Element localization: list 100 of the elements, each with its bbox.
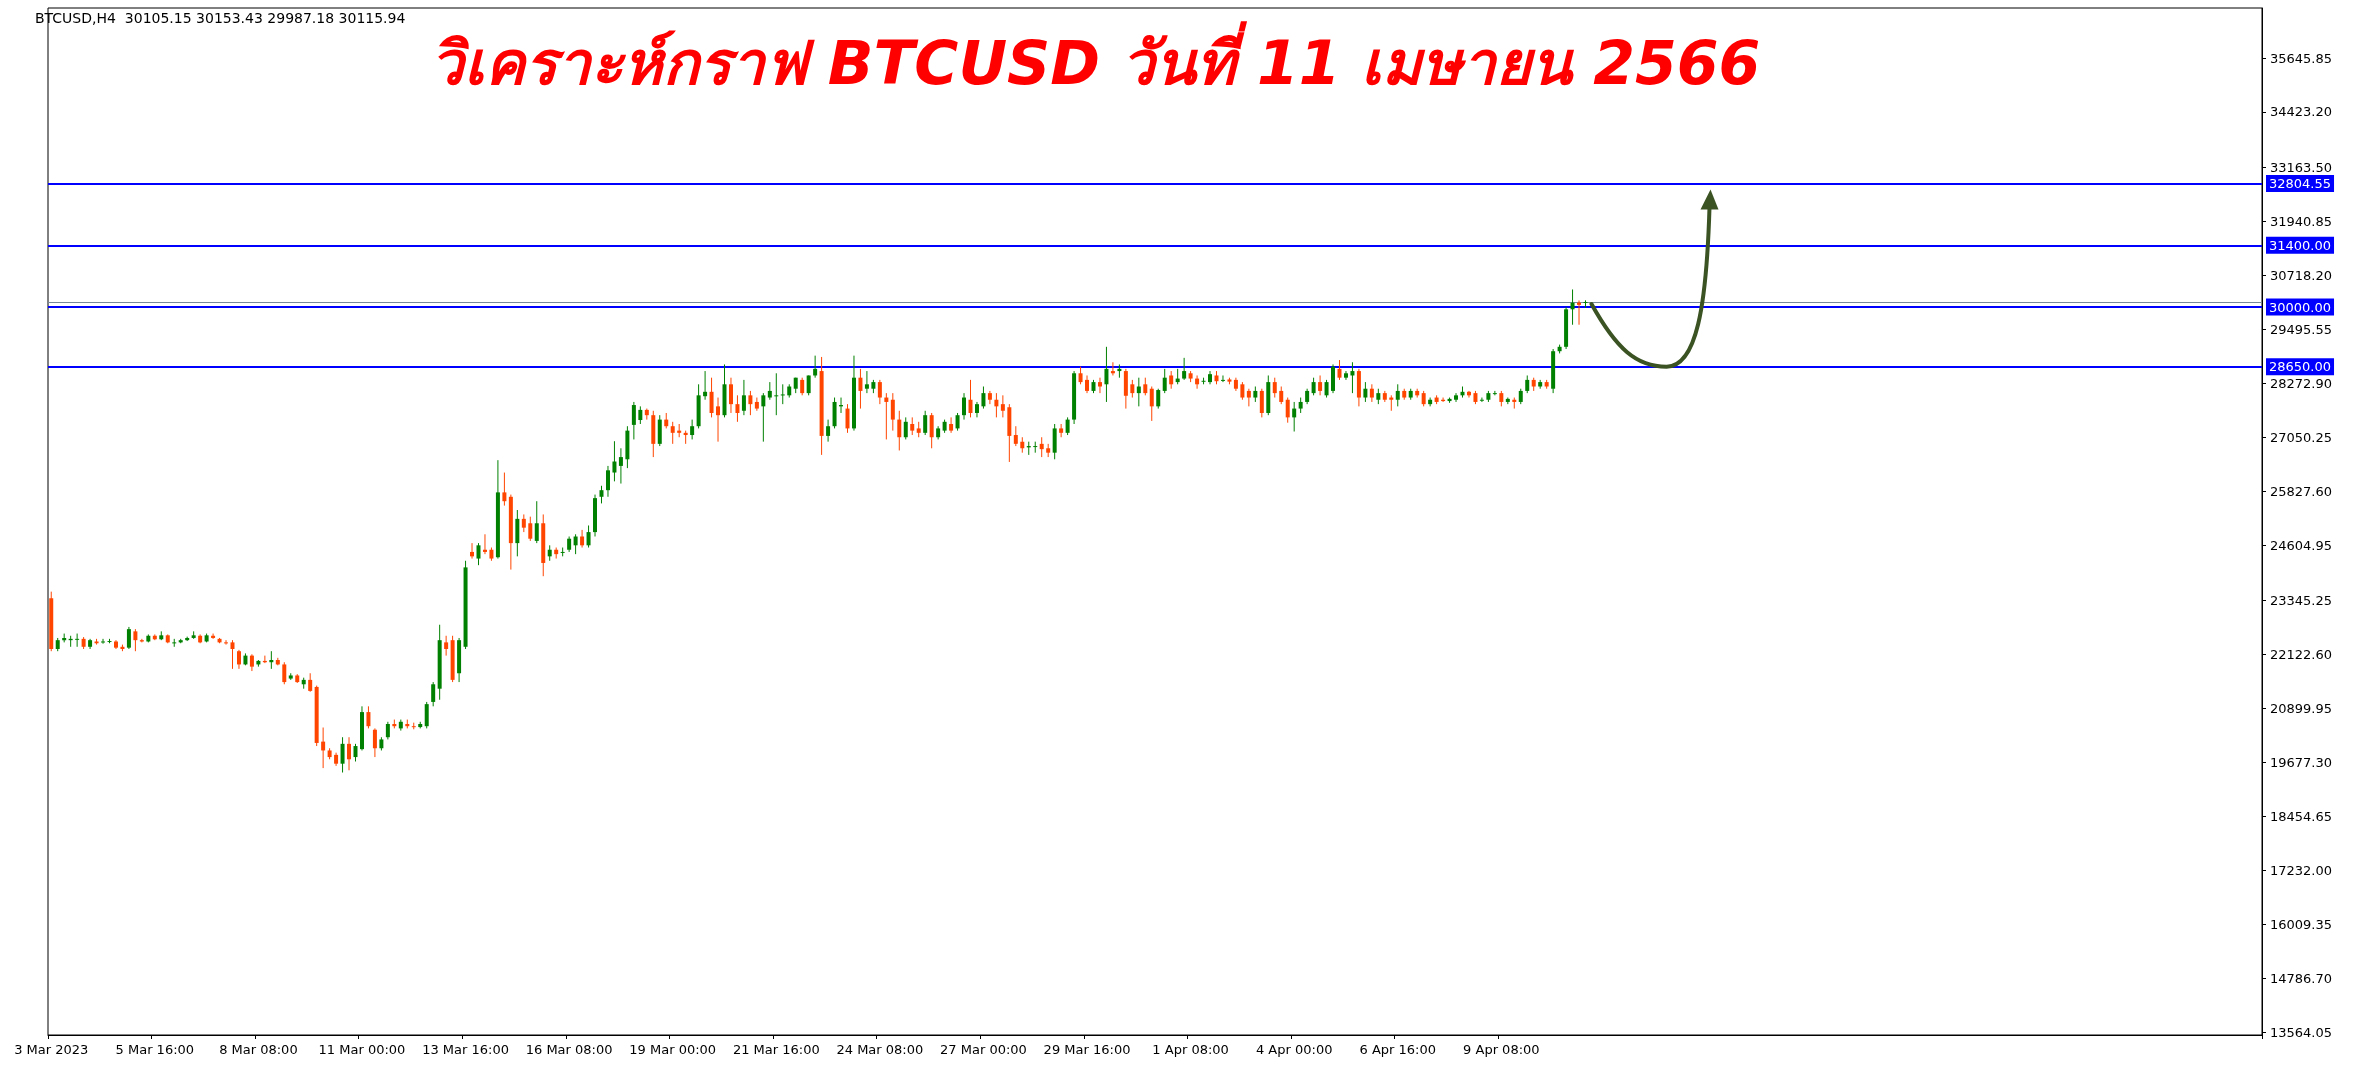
y-tick-label: 31940.85 (2270, 213, 2333, 229)
candlestick (923, 410, 928, 436)
ref-line-label: 30000.00 (2269, 299, 2332, 315)
x-tick-label: 19 Mar 00:00 (629, 1042, 717, 1057)
candlestick (968, 379, 973, 418)
candlestick (826, 419, 831, 443)
candlestick (1395, 383, 1400, 407)
candlestick (1479, 397, 1484, 403)
candlestick (366, 705, 371, 729)
ref-line-label: 28650.00 (2269, 359, 2332, 375)
y-tick-label: 33163.50 (2270, 160, 2333, 176)
candlestick (709, 377, 714, 418)
candlestick (230, 639, 235, 670)
candlestick (1149, 386, 1154, 422)
y-tick-label: 22122.60 (2270, 647, 2333, 663)
candlestick (431, 681, 436, 707)
candlestick (1162, 368, 1167, 394)
candlestick (126, 626, 131, 650)
y-tick-label: 18454.65 (2270, 808, 2333, 824)
candlestick (534, 500, 539, 544)
x-tick-label: 1 Apr 08:00 (1152, 1042, 1229, 1057)
candlestick (813, 355, 818, 379)
candlestick (580, 529, 585, 549)
x-tick-label: 4 Apr 00:00 (1255, 1042, 1333, 1057)
candlestick (502, 472, 507, 507)
candlestick (877, 379, 882, 405)
candlestick (1492, 390, 1497, 396)
candlestick (631, 401, 636, 440)
ref-line-label: 32804.55 (2269, 175, 2332, 191)
candlestick (1000, 394, 1005, 418)
x-tick-label: 5 Mar 16:00 (115, 1042, 195, 1057)
x-tick-label: 9 Apr 08:00 (1463, 1042, 1540, 1057)
candlestick (236, 649, 241, 670)
candlestick (1013, 425, 1018, 447)
candlestick (897, 410, 902, 451)
candlestick (340, 736, 345, 774)
y-tick-label: 30718.20 (2270, 267, 2333, 283)
candlestick (754, 397, 759, 412)
candlestick (774, 372, 779, 416)
x-tick-label: 11 Mar 00:00 (318, 1042, 406, 1057)
chart-subtitle: BTCUSD,H4 30105.15 30153.43 29987.18 30115.94 (35, 10, 406, 26)
candlestick (1285, 397, 1290, 424)
candlestick (1583, 299, 1588, 309)
x-tick-label: 27 Mar 00:00 (940, 1042, 1027, 1057)
y-tick-label: 25827.60 (2270, 483, 2333, 499)
x-tick-label: 6 Apr 16:00 (1359, 1042, 1437, 1057)
candlestick (1318, 374, 1323, 396)
candlestick (347, 736, 352, 771)
candlestick (605, 465, 610, 498)
y-tick-label: 23345.25 (2270, 593, 2333, 609)
x-tick-label: 13 Mar 16:00 (422, 1042, 509, 1057)
candlestick (75, 633, 80, 648)
candlestick (1220, 374, 1225, 383)
candlestick (761, 392, 766, 443)
x-tick-label: 21 Mar 16:00 (732, 1042, 820, 1057)
candlestick (1570, 288, 1575, 326)
candlestick (476, 542, 481, 566)
candlestick (528, 516, 533, 542)
candlestick (1104, 346, 1109, 403)
chart-title: วิเคราะห์กราฟ BTCUSD วันที่ 11 เมษายน 2566 (429, 21, 1761, 98)
y-tick-label: 16009.35 (2270, 916, 2333, 932)
candlestick (748, 390, 753, 416)
candlestick (962, 392, 967, 421)
candlestick (987, 390, 992, 405)
candlestick (133, 628, 138, 652)
candlestick (372, 727, 377, 758)
candlestick (1259, 388, 1264, 418)
candlestick (224, 639, 229, 646)
candlestick (1369, 383, 1374, 403)
candlestick (735, 394, 740, 423)
candlestick (1097, 377, 1102, 394)
x-tick-label: 24 Mar 08:00 (836, 1042, 924, 1057)
y-tick-label: 29495.55 (2270, 321, 2333, 337)
candlestick (282, 661, 287, 685)
y-tick-label: 35645.85 (2270, 50, 2333, 66)
x-tick-label: 29 Mar 16:00 (1043, 1042, 1131, 1057)
candlestick (321, 727, 326, 769)
candlestick (101, 638, 106, 645)
candlestick (444, 635, 449, 657)
candlestick (864, 370, 869, 394)
candlestick (806, 374, 811, 396)
y-tick-label: 28272.90 (2270, 375, 2333, 391)
ref-line-label: 31400.00 (2269, 237, 2332, 253)
candlestick (981, 386, 986, 410)
candlestick (949, 416, 954, 434)
candlestick (780, 383, 785, 405)
y-tick-label: 17232.00 (2270, 862, 2333, 878)
candlestick (424, 701, 429, 729)
candlestick (612, 440, 617, 482)
candlestick (890, 392, 895, 432)
candlestick (1337, 359, 1342, 381)
candlestick (573, 533, 578, 555)
y-tick-label: 34423.20 (2270, 104, 2333, 120)
y-tick-label: 13564.05 (2270, 1024, 2333, 1040)
candlestick (1059, 423, 1064, 438)
candlestick (1039, 436, 1044, 458)
candlestick (1292, 401, 1297, 433)
candlestick (586, 524, 591, 549)
candlestick (1033, 441, 1038, 454)
candlestick (1182, 357, 1187, 381)
